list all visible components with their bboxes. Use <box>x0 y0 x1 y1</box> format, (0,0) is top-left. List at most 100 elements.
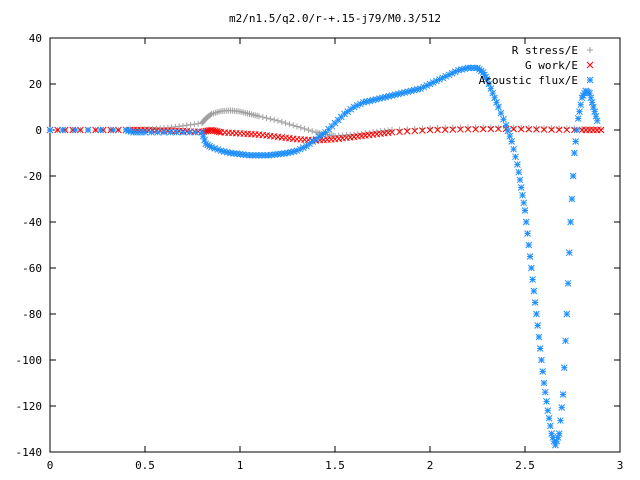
data-point <box>563 125 570 132</box>
data-marks <box>46 64 605 449</box>
data-point <box>487 125 495 133</box>
data-point <box>517 184 525 191</box>
data-point <box>571 125 578 132</box>
data-point <box>388 128 396 136</box>
data-point <box>46 126 54 134</box>
data-point <box>558 404 566 411</box>
data-point <box>530 287 538 295</box>
data-point <box>179 128 187 136</box>
data-point <box>517 125 525 133</box>
data-point <box>597 126 605 134</box>
legend: R stress/E G work/E Acoustic flux/E <box>479 44 594 87</box>
data-point <box>524 230 531 237</box>
data-point <box>141 128 149 136</box>
data-point <box>470 64 478 72</box>
data-point <box>548 125 555 132</box>
data-point <box>191 121 198 128</box>
data-point <box>520 199 528 207</box>
x-tick-label: 2.5 <box>515 459 535 472</box>
data-point <box>275 117 281 124</box>
x-tick-label: 0.5 <box>135 459 155 472</box>
data-point <box>544 407 552 414</box>
data-point <box>559 391 567 398</box>
data-point <box>519 191 526 199</box>
data-point <box>538 356 545 364</box>
data-point <box>548 126 555 133</box>
data-point <box>504 127 512 135</box>
data-point <box>215 128 223 136</box>
plot-frame <box>49 37 621 453</box>
data-point <box>567 218 574 226</box>
data-point <box>533 125 540 132</box>
data-point <box>286 121 293 128</box>
data-point <box>512 153 519 161</box>
y-tick-label: -120 <box>16 400 43 413</box>
x-tick-label: 2 <box>427 459 434 472</box>
data-point <box>591 108 599 115</box>
series-acoustic-flux <box>46 64 601 449</box>
data-point <box>545 414 553 422</box>
data-point <box>495 103 502 111</box>
y-tick-label: -100 <box>16 354 43 367</box>
data-point <box>278 118 285 125</box>
data-point <box>573 126 581 134</box>
x-tick-label: 0 <box>47 459 54 472</box>
legend-label-r-stress: R stress/E <box>512 44 578 57</box>
data-point <box>522 218 530 226</box>
data-point <box>398 89 405 97</box>
data-point <box>502 122 510 129</box>
data-point <box>464 64 472 72</box>
data-point <box>249 151 257 159</box>
data-point <box>441 126 449 134</box>
data-point <box>195 120 202 127</box>
data-point <box>115 126 122 134</box>
y-tick-label: -40 <box>22 216 42 229</box>
data-point <box>449 126 457 133</box>
x-tick-label: 1.5 <box>325 459 345 472</box>
data-point <box>548 430 555 437</box>
data-point <box>539 368 547 375</box>
data-point <box>526 253 534 260</box>
data-point <box>252 151 260 159</box>
data-point <box>564 279 572 287</box>
data-point <box>337 113 345 121</box>
data-point <box>467 64 475 72</box>
data-point <box>500 115 507 123</box>
data-point <box>521 207 529 214</box>
data-point <box>256 113 262 120</box>
data-point <box>479 125 487 133</box>
data-point <box>592 112 600 120</box>
data-point <box>571 149 578 157</box>
data-point <box>506 132 514 140</box>
data-point <box>541 388 549 396</box>
data-point <box>588 99 596 106</box>
data-point <box>154 128 162 136</box>
data-point <box>560 364 568 372</box>
data-point <box>495 124 502 131</box>
data-point <box>255 151 263 159</box>
data-point <box>282 120 289 127</box>
data-point <box>533 126 540 133</box>
data-point <box>557 417 564 424</box>
data-point <box>574 115 582 122</box>
data-point <box>92 126 99 134</box>
data-point <box>160 128 168 136</box>
series-r-stress <box>47 107 604 139</box>
data-point <box>457 126 464 133</box>
data-point <box>192 128 200 136</box>
data-point <box>464 125 472 133</box>
data-point <box>541 125 547 132</box>
data-point <box>556 125 563 132</box>
data-point <box>576 108 583 115</box>
data-point <box>258 151 266 159</box>
legend-marker-g-work <box>586 61 594 69</box>
data-point <box>426 126 434 134</box>
data-point <box>562 337 569 345</box>
data-point <box>472 125 479 133</box>
data-point <box>419 127 426 134</box>
data-point <box>59 126 67 134</box>
data-point <box>543 398 550 405</box>
data-point <box>586 89 593 97</box>
data-point <box>297 124 304 131</box>
